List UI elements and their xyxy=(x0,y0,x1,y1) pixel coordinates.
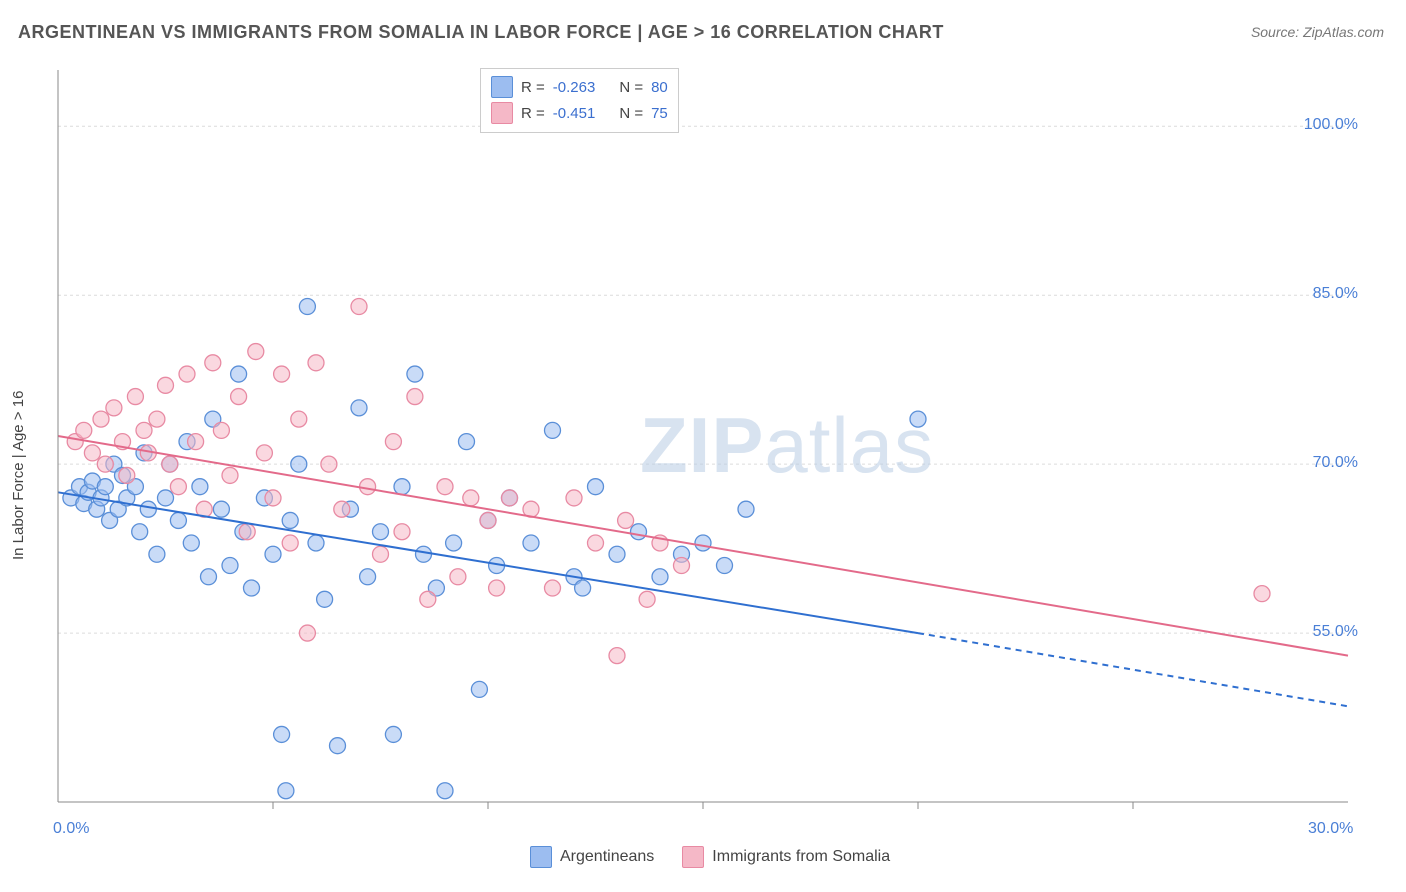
y-tick-label: 55.0% xyxy=(1288,623,1358,641)
series-legend: Argentineans Immigrants from Somalia xyxy=(530,846,890,868)
r-value: -0.263 xyxy=(553,79,596,96)
n-label: N = xyxy=(619,105,643,122)
legend-item: Immigrants from Somalia xyxy=(682,846,890,868)
n-label: N = xyxy=(619,79,643,96)
r-label: R = xyxy=(521,105,545,122)
stats-legend: R = -0.263 N = 80 R = -0.451 N = 75 xyxy=(480,68,679,133)
x-tick-label: 30.0% xyxy=(1308,820,1353,838)
legend-label: Immigrants from Somalia xyxy=(712,848,890,866)
legend-swatch xyxy=(530,846,552,868)
y-tick-label: 85.0% xyxy=(1288,285,1358,303)
legend-swatch xyxy=(491,102,513,124)
correlation-chart xyxy=(48,62,1368,822)
legend-item: Argentineans xyxy=(530,846,654,868)
y-tick-label: 70.0% xyxy=(1288,454,1358,472)
legend-swatch xyxy=(682,846,704,868)
n-value: 80 xyxy=(651,79,668,96)
stats-legend-row: R = -0.451 N = 75 xyxy=(491,100,668,126)
source-attribution: Source: ZipAtlas.com xyxy=(1251,24,1384,40)
legend-swatch xyxy=(491,76,513,98)
r-value: -0.451 xyxy=(553,105,596,122)
legend-label: Argentineans xyxy=(560,848,654,866)
r-label: R = xyxy=(521,79,545,96)
n-value: 75 xyxy=(651,105,668,122)
stats-legend-row: R = -0.263 N = 80 xyxy=(491,74,668,100)
x-tick-label: 0.0% xyxy=(53,820,89,838)
y-axis-label: In Labor Force | Age > 16 xyxy=(10,391,27,560)
chart-title: ARGENTINEAN VS IMMIGRANTS FROM SOMALIA I… xyxy=(18,22,944,43)
y-tick-label: 100.0% xyxy=(1288,116,1358,134)
